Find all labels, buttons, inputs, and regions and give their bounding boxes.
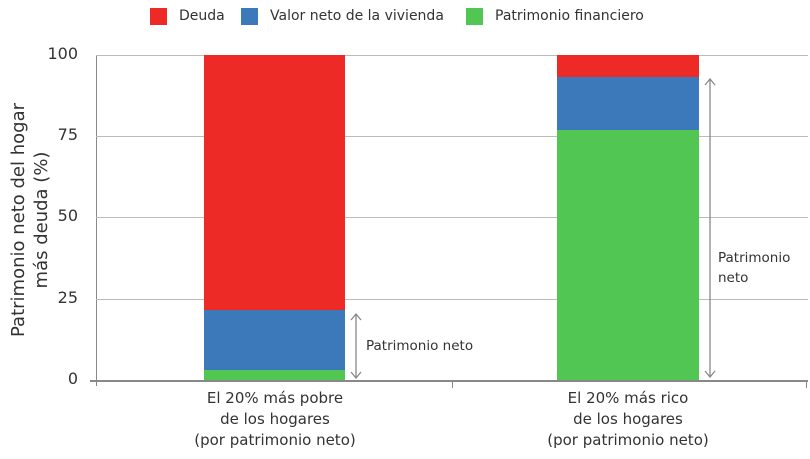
bar-poorest-financiero [204,370,345,380]
gridline-100 [96,55,808,56]
y-tick-25: 25 [57,288,78,307]
legend-swatch-blue [241,7,258,25]
double-arrow-icon [704,77,716,379]
bar-richest-vivienda [557,77,699,130]
gridline-75 [96,136,808,137]
y-axis-line [96,55,97,386]
category-label-richest: El 20% más rico de los hogares (por patr… [547,389,709,449]
legend-label: Deuda [179,8,225,24]
x-axis-end-tick [806,380,807,388]
x-axis-divider-tick [452,380,453,388]
annotation-patrimonio-neto-richest: Patrimonio neto [718,250,791,286]
gridline-50 [96,217,808,218]
y-tick-50: 50 [57,206,78,225]
x-axis-line [90,380,808,382]
bar-poorest-vivienda [204,310,345,370]
bar-richest-deuda [557,55,699,77]
double-arrow-icon [350,312,362,380]
y-tick-75: 75 [57,125,78,144]
legend-swatch-red [150,7,167,25]
legend-item-vivienda: Valor neto de la vivienda [241,6,444,26]
y-tick-0: 0 [67,369,78,388]
bar-richest-financiero [557,130,699,380]
bar-poorest-deuda [204,55,345,310]
gridline-25 [96,299,808,300]
y-tick-100: 100 [47,44,78,63]
category-label-poorest: El 20% más pobre de los hogares (por pat… [194,389,356,449]
annotation-patrimonio-neto-poorest: Patrimonio neto [366,338,474,354]
legend-label: Valor neto de la vivienda [270,8,444,24]
legend-item-deuda: Deuda [150,6,225,26]
legend-item-financiero: Patrimonio financiero [466,6,644,26]
legend-swatch-green [466,7,483,25]
legend-label: Patrimonio financiero [495,8,644,24]
